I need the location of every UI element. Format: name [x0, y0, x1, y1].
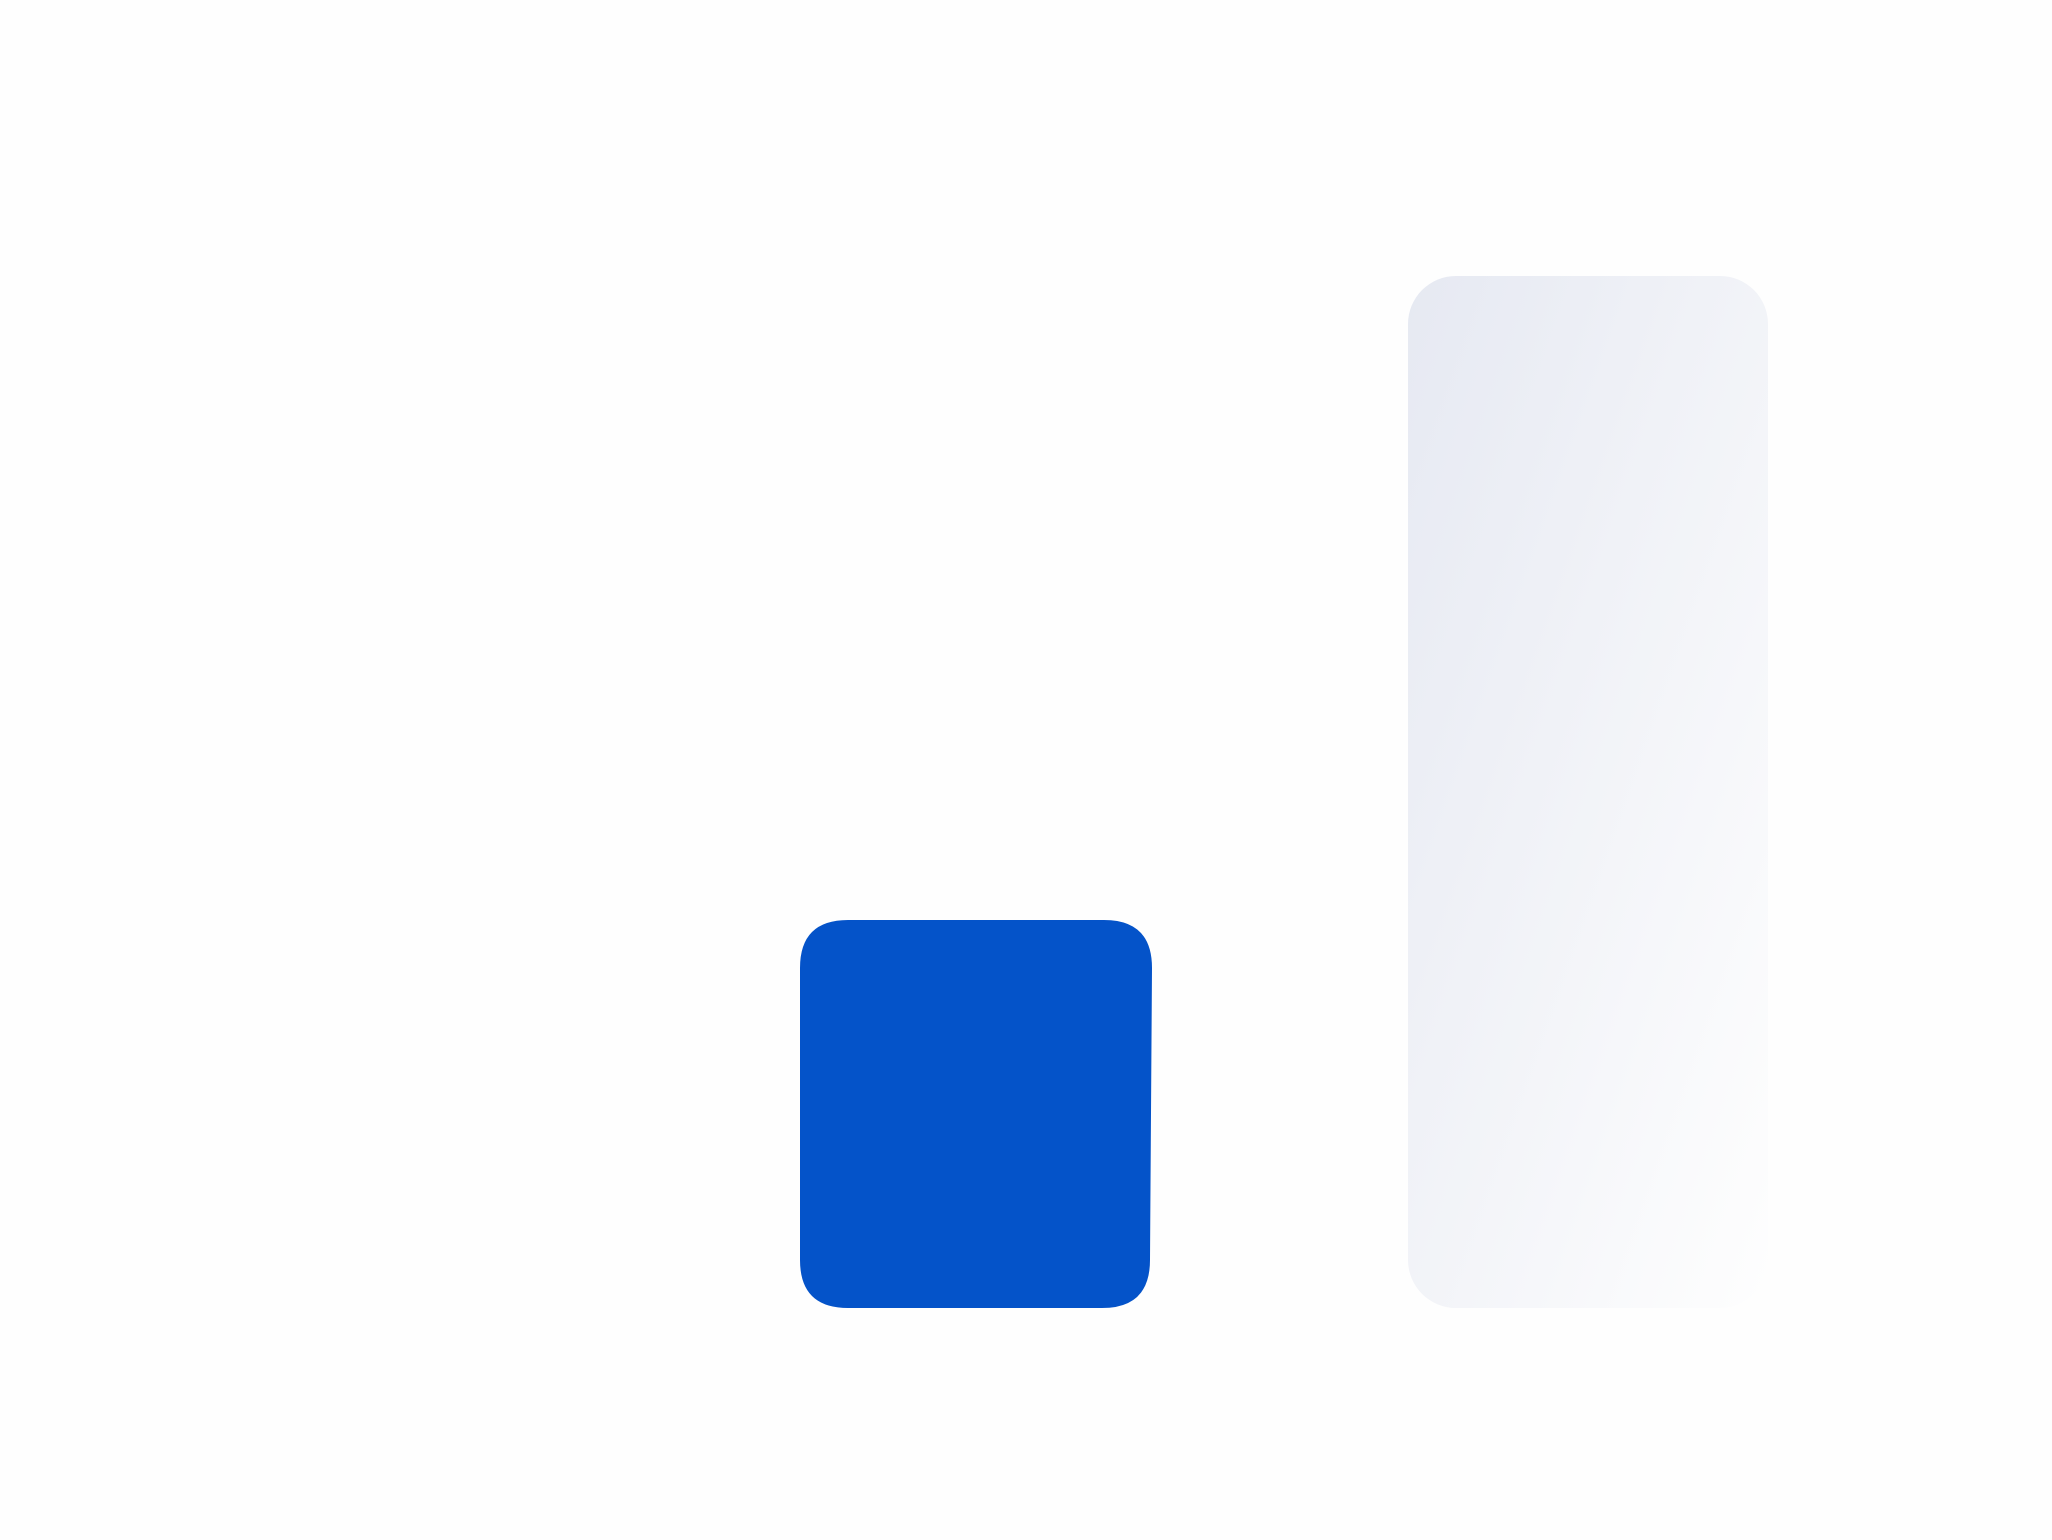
light-bar-shape: [1408, 276, 1768, 1308]
blue-bar-shape: [800, 920, 1152, 1308]
